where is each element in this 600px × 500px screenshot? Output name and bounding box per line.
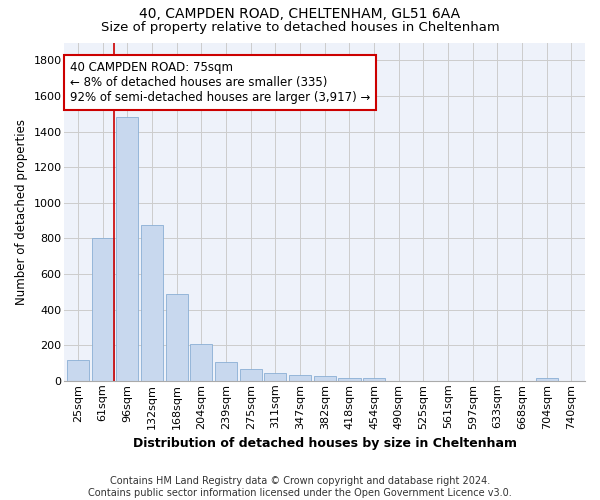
Bar (215, 362, 237, 381)
Bar (239, 370, 262, 381)
Bar (190, 344, 212, 381)
Bar (314, 376, 336, 381)
Bar (67, 360, 89, 381)
Bar (536, 378, 558, 381)
Bar (363, 378, 385, 381)
Text: 40 CAMPDEN ROAD: 75sqm
← 8% of detached houses are smaller (335)
92% of semi-det: 40 CAMPDEN ROAD: 75sqm ← 8% of detached … (70, 61, 370, 104)
Bar (338, 378, 361, 381)
Bar (141, 225, 163, 381)
Text: 40, CAMPDEN ROAD, CHELTENHAM, GL51 6AA: 40, CAMPDEN ROAD, CHELTENHAM, GL51 6AA (139, 8, 461, 22)
Bar (289, 374, 311, 381)
Bar (116, 118, 139, 381)
Bar (92, 238, 114, 381)
X-axis label: Distribution of detached houses by size in Cheltenham: Distribution of detached houses by size … (133, 437, 517, 450)
Y-axis label: Number of detached properties: Number of detached properties (15, 118, 28, 304)
Bar (264, 373, 286, 381)
Bar (166, 294, 188, 381)
Text: Contains HM Land Registry data © Crown copyright and database right 2024.
Contai: Contains HM Land Registry data © Crown c… (88, 476, 512, 498)
Text: Size of property relative to detached houses in Cheltenham: Size of property relative to detached ho… (101, 21, 499, 34)
